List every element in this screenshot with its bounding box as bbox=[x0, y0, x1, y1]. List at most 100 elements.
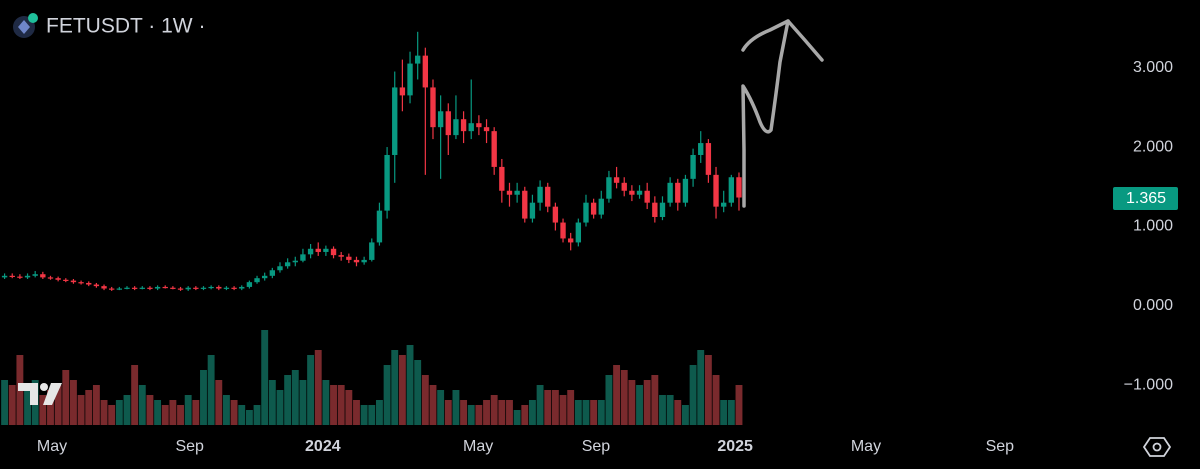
volume-bar bbox=[383, 365, 391, 425]
volume-bar bbox=[184, 395, 192, 425]
volume-bar bbox=[39, 395, 47, 425]
candle-body bbox=[131, 287, 138, 289]
candle-body bbox=[63, 279, 69, 281]
y-tick-label: 1.000 bbox=[1133, 218, 1173, 235]
candle-body bbox=[705, 143, 712, 175]
volume-bar bbox=[429, 385, 437, 425]
volume-bar bbox=[131, 365, 139, 425]
volume-bar bbox=[613, 365, 621, 425]
volume-bar bbox=[146, 395, 154, 425]
candle-body bbox=[613, 177, 620, 183]
candle-body bbox=[415, 55, 421, 64]
volume-bar bbox=[100, 400, 108, 425]
candle-body bbox=[300, 254, 306, 261]
volume-bar bbox=[77, 395, 85, 425]
candle-body bbox=[460, 119, 467, 132]
volume-bar bbox=[735, 385, 743, 425]
candle-body bbox=[254, 278, 260, 283]
candle-body bbox=[40, 274, 46, 278]
candle-body bbox=[682, 178, 689, 203]
volume-bar bbox=[207, 355, 215, 425]
x-tick-label: Sep bbox=[582, 438, 611, 455]
candle-body bbox=[399, 87, 406, 96]
candle-body bbox=[139, 287, 145, 289]
y-tick-label: 0.000 bbox=[1133, 297, 1173, 314]
candle-body bbox=[621, 182, 627, 191]
volume-bar bbox=[192, 400, 200, 425]
volume-bar bbox=[498, 400, 506, 425]
x-tick-label: May bbox=[463, 438, 493, 455]
volume-bar bbox=[291, 370, 299, 425]
volume-bar bbox=[24, 385, 31, 425]
candle-body bbox=[560, 222, 566, 239]
candle-body bbox=[629, 190, 635, 195]
candle-body bbox=[170, 287, 176, 289]
candle-body bbox=[93, 284, 100, 287]
candle-body bbox=[529, 202, 536, 219]
x-tick-label: Sep bbox=[175, 438, 204, 455]
candle-body bbox=[506, 190, 513, 195]
candle-body bbox=[728, 177, 735, 203]
candle-body bbox=[590, 202, 597, 215]
candle-body bbox=[376, 210, 383, 243]
volume-bar bbox=[712, 375, 720, 425]
candle-body bbox=[330, 248, 337, 256]
price-tag: 1.365 bbox=[1113, 187, 1178, 210]
y-tick-label: 2.000 bbox=[1133, 138, 1173, 155]
y-tick-label: −1.000 bbox=[1124, 377, 1173, 394]
candle-body bbox=[70, 280, 77, 283]
volume-bar bbox=[628, 380, 636, 425]
candle-body bbox=[323, 248, 329, 252]
axes-layer: 3.000 2.000 1.000 0.000 −1.000 May Sep 2024 May S… bbox=[37, 59, 1173, 455]
volume-bar bbox=[574, 400, 582, 425]
candle-body bbox=[667, 182, 673, 203]
volume-bar bbox=[299, 380, 307, 425]
volume-bar bbox=[200, 370, 207, 425]
volume-bar bbox=[253, 405, 261, 425]
candle-body bbox=[598, 198, 604, 215]
volume-bar bbox=[406, 345, 414, 425]
volume-bar bbox=[322, 380, 330, 425]
price-tag-box bbox=[1113, 187, 1178, 210]
volume-bar bbox=[268, 380, 276, 425]
settings-button[interactable] bbox=[1142, 437, 1172, 457]
candle-body bbox=[698, 143, 704, 155]
candle-body bbox=[208, 286, 214, 289]
volume-bar bbox=[398, 355, 406, 425]
volume-bar bbox=[551, 390, 559, 425]
candle-body bbox=[177, 288, 184, 290]
candle-body bbox=[223, 287, 230, 289]
candle-body bbox=[468, 123, 474, 132]
volume-bar bbox=[727, 400, 735, 425]
candle-body bbox=[392, 87, 398, 155]
volume-bar bbox=[353, 400, 360, 425]
candle-body bbox=[583, 202, 589, 223]
volume-bar bbox=[643, 380, 651, 425]
volume-bar bbox=[284, 375, 292, 425]
volume-bar bbox=[238, 405, 246, 425]
volume-bar bbox=[720, 400, 728, 425]
candle-layer bbox=[1, 31, 742, 291]
candle-body bbox=[384, 154, 390, 211]
volume-bar bbox=[521, 405, 529, 425]
volume-bar bbox=[528, 400, 536, 425]
candle-body bbox=[437, 111, 444, 128]
candle-body bbox=[721, 202, 727, 207]
volume-bar bbox=[559, 395, 567, 425]
candle-body bbox=[185, 287, 191, 290]
candle-body bbox=[55, 278, 61, 280]
volume-bar bbox=[544, 390, 552, 425]
candle-body bbox=[499, 166, 505, 191]
volume-bar bbox=[666, 395, 674, 425]
candle-body bbox=[453, 119, 459, 136]
volume-bar bbox=[689, 365, 697, 425]
candle-body bbox=[369, 242, 375, 260]
volume-bar bbox=[85, 390, 93, 425]
candle-body bbox=[32, 274, 38, 276]
volume-bar bbox=[330, 385, 337, 425]
candle-body bbox=[315, 248, 321, 252]
candle-body bbox=[269, 270, 276, 276]
volume-bar bbox=[115, 400, 123, 425]
candle-body bbox=[407, 63, 413, 96]
x-tick-label: May bbox=[37, 438, 67, 455]
